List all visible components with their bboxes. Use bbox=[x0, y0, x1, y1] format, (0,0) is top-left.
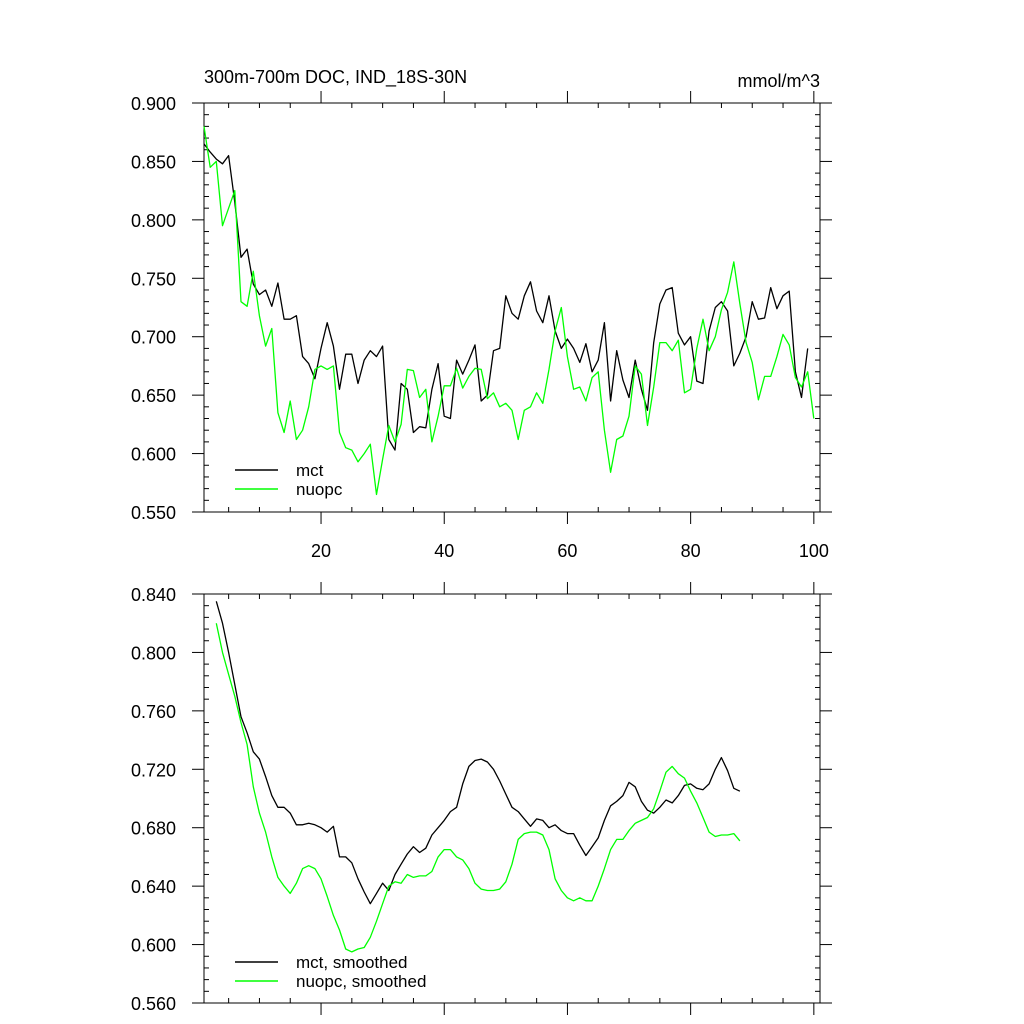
y-tick-label: 0.650 bbox=[131, 386, 176, 406]
series-line-nuopc bbox=[203, 126, 815, 496]
legend-label: mct, smoothed bbox=[296, 953, 408, 972]
x-tick-label: 40 bbox=[434, 541, 454, 561]
y-tick-label: 0.900 bbox=[131, 94, 176, 114]
x-tick-label: 100 bbox=[799, 541, 829, 561]
y-tick-label: 0.680 bbox=[131, 819, 176, 839]
legend-label: mct bbox=[296, 461, 324, 480]
x-tick-label: 80 bbox=[681, 541, 701, 561]
y-tick-label: 0.560 bbox=[131, 994, 176, 1014]
series-line-nuopc-smoothed bbox=[215, 623, 741, 953]
x-tick-label: 60 bbox=[557, 541, 577, 561]
chart-title: 300m-700m DOC, IND_18S-30N bbox=[204, 67, 467, 88]
legend-label: nuopc bbox=[296, 480, 343, 499]
y-tick-label: 0.600 bbox=[131, 936, 176, 956]
y-tick-label: 0.640 bbox=[131, 877, 176, 897]
y-tick-label: 0.850 bbox=[131, 152, 176, 172]
y-tick-label: 0.800 bbox=[131, 211, 176, 231]
y-tick-label: 0.550 bbox=[131, 503, 176, 523]
y-tick-label: 0.750 bbox=[131, 269, 176, 289]
series-line-mct bbox=[203, 143, 809, 451]
x-tick-label: 20 bbox=[311, 541, 331, 561]
y-tick-label: 0.760 bbox=[131, 702, 176, 722]
plot-frame bbox=[203, 102, 821, 513]
y-tick-label: 0.800 bbox=[131, 643, 176, 663]
y-tick-label: 0.720 bbox=[131, 760, 176, 780]
y-tick-label: 0.600 bbox=[131, 445, 176, 465]
top-panel: 20 40 60 80 100 0.550 0.600 0.650 0.700 0.750 0.80… bbox=[131, 91, 832, 561]
plot-frame bbox=[203, 593, 821, 1004]
y-tick-label: 0.840 bbox=[131, 585, 176, 605]
series-line-mct-smoothed bbox=[215, 601, 741, 905]
y-tick-label: 0.700 bbox=[131, 328, 176, 348]
bottom-panel: 0.560 0.600 0.640 0.680 0.720 0.760 0.800 0.840… bbox=[131, 582, 832, 1015]
legend-label: nuopc, smoothed bbox=[296, 972, 426, 991]
chart-units: mmol/m^3 bbox=[738, 71, 820, 91]
